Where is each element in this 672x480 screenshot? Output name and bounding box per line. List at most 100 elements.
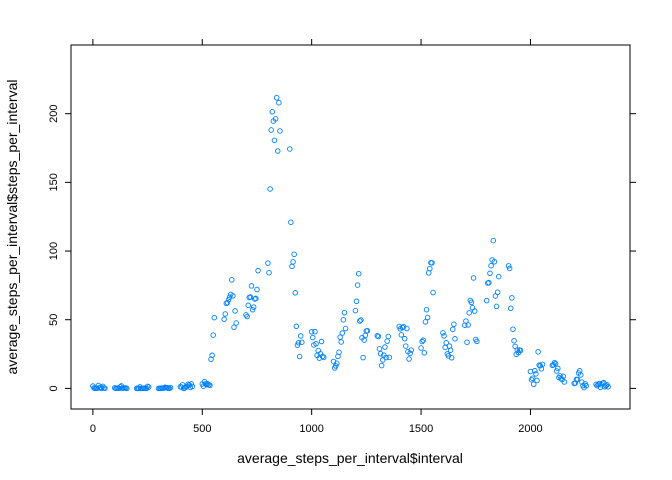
- y-tick-label: 100: [48, 242, 60, 260]
- data-point: [278, 129, 283, 134]
- data-point: [255, 287, 260, 292]
- data-point: [443, 345, 448, 350]
- data-point: [268, 187, 273, 192]
- data-point: [431, 290, 436, 295]
- data-point: [290, 264, 295, 269]
- data-point: [354, 299, 359, 304]
- data-point: [472, 309, 477, 314]
- data-point: [422, 351, 427, 356]
- x-tick-label: 500: [193, 423, 211, 435]
- data-point: [270, 109, 275, 114]
- data-point: [488, 271, 493, 276]
- data-point: [387, 355, 392, 360]
- data-point: [386, 334, 391, 339]
- data-point: [222, 317, 227, 322]
- y-tick-label: 0: [48, 385, 60, 391]
- data-point: [510, 296, 515, 301]
- data-point: [277, 100, 282, 105]
- data-point: [528, 369, 533, 374]
- data-point: [361, 355, 366, 360]
- data-point: [275, 149, 280, 154]
- data-point: [428, 266, 433, 271]
- data-point: [246, 303, 251, 308]
- data-point: [484, 298, 489, 303]
- data-point: [272, 138, 277, 143]
- y-tick-label: 150: [48, 173, 60, 191]
- data-point: [407, 357, 412, 362]
- data-point: [353, 308, 358, 313]
- data-point: [471, 276, 476, 281]
- data-point: [230, 278, 235, 283]
- data-point: [363, 333, 368, 338]
- data-point: [465, 340, 470, 345]
- data-point: [423, 320, 428, 325]
- data-point: [297, 354, 302, 359]
- data-point: [212, 315, 217, 320]
- data-point: [535, 378, 540, 383]
- data-point: [266, 261, 271, 266]
- data-point: [491, 238, 496, 243]
- data-point: [356, 271, 361, 276]
- data-point: [289, 220, 294, 225]
- data-point: [211, 333, 216, 338]
- data-point: [293, 290, 298, 295]
- data-point: [292, 252, 297, 257]
- y-axis-tick-labels: 0 50 100 150 200: [48, 104, 60, 391]
- data-point: [223, 312, 228, 317]
- data-point: [539, 366, 544, 371]
- data-point: [287, 147, 292, 152]
- data-point: [300, 340, 305, 345]
- data-point: [399, 333, 404, 338]
- data-point: [343, 326, 348, 331]
- data-point: [419, 346, 424, 351]
- data-point: [403, 344, 408, 349]
- data-point: [453, 337, 458, 342]
- data-point: [321, 355, 326, 360]
- data-point: [274, 95, 279, 100]
- data-point: [467, 311, 472, 316]
- data-point: [256, 268, 261, 273]
- data-point: [339, 340, 344, 345]
- data-point: [494, 304, 499, 309]
- x-tick-label: 1500: [409, 423, 433, 435]
- data-point: [495, 290, 500, 295]
- data-point: [379, 363, 384, 368]
- data-point: [234, 321, 239, 326]
- data-point: [249, 284, 254, 289]
- plot-frame: [71, 45, 630, 409]
- data-point: [291, 260, 296, 265]
- axis-ticks: [65, 39, 636, 415]
- y-tick-label: 200: [48, 104, 60, 122]
- data-point: [421, 338, 426, 343]
- x-tick-label: 0: [90, 423, 96, 435]
- data-point: [466, 323, 471, 328]
- y-axis-title: average_steps_per_interval$steps_per_int…: [4, 80, 20, 375]
- data-point: [424, 307, 429, 312]
- data-point: [496, 274, 501, 279]
- data-point: [319, 339, 324, 344]
- data-point: [377, 347, 382, 352]
- data-point: [511, 327, 516, 332]
- data-point: [342, 310, 347, 315]
- data-point: [531, 382, 536, 387]
- x-axis-tick-labels: 0 500 1000 1500 2000: [90, 423, 543, 435]
- y-tick-label: 50: [48, 314, 60, 326]
- data-point: [359, 318, 364, 323]
- data-point: [402, 336, 407, 341]
- data-point: [442, 334, 447, 339]
- data-point: [536, 350, 541, 355]
- data-point: [233, 309, 238, 314]
- data-point: [355, 283, 360, 288]
- data-point: [470, 305, 475, 310]
- data-point: [383, 345, 388, 350]
- data-point: [489, 263, 494, 268]
- data-point: [508, 306, 513, 311]
- data-point: [341, 318, 346, 323]
- data-point: [267, 270, 272, 275]
- data-point: [298, 334, 303, 339]
- data-point: [313, 329, 318, 334]
- data-points: [91, 95, 611, 390]
- data-point: [452, 322, 457, 327]
- data-point: [269, 128, 274, 133]
- x-tick-label: 1000: [299, 423, 323, 435]
